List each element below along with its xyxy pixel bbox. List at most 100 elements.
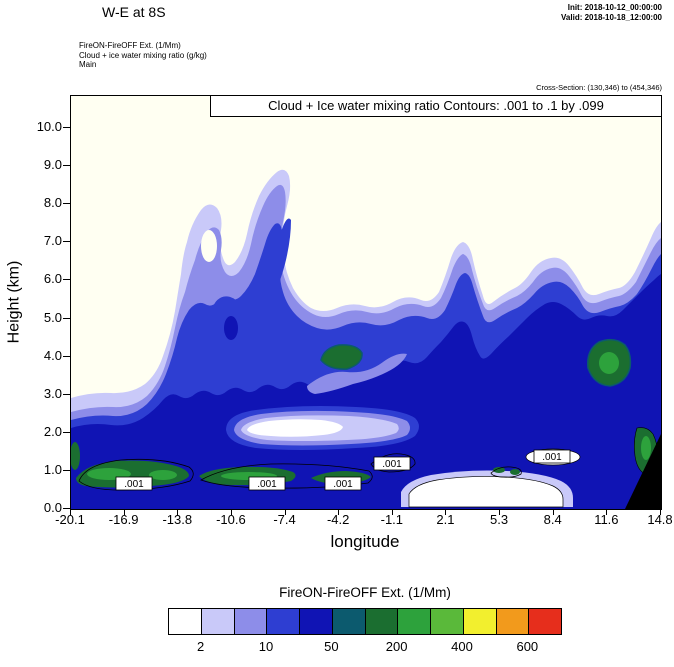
colorbar-title: FireON-FireOFF Ext. (1/Mm) [279,585,451,600]
colorbar-cell [267,609,300,634]
colorbar-tick-label: 10 [258,639,274,654]
hole-core-white [247,419,343,437]
x-tick-label: -16.9 [108,512,139,527]
field-line-1: FireON-FireOFF Ext. (1/Mm) [79,41,181,50]
x-tick-mark [338,509,340,515]
y-tick-mark [63,393,70,395]
colorbar-cell [431,609,464,634]
colorbar [168,608,562,635]
x-tick-mark [230,509,232,515]
x-tick-label: -13.8 [162,512,193,527]
contour-label-text: .001 [333,479,353,490]
x-tick-label: -7.4 [273,512,296,527]
contour-plot-canvas: .001 .001 .001 .001 .001 [71,96,661,509]
x-axis-title: longitude [330,532,400,551]
y-tick-label: 10.0 [36,119,62,134]
green-blob-midlevel [320,344,363,370]
green-strip-a [76,460,189,488]
y-tick-label: 4.0 [43,347,62,363]
contour-label-text: .001 [542,452,562,463]
cloud-contour-4 [490,466,522,478]
colorbar-tick-label: 2 [197,639,205,654]
green-core-right [599,352,619,374]
periwinkle-ribbon [307,353,407,394]
page-title: W-E at 8S [102,4,166,20]
colorbar-tick-label: 600 [516,639,539,654]
y-tick-label: 8.0 [43,195,62,211]
x-tick-label: 8.4 [543,512,562,527]
x-tick-mark [445,509,447,515]
green-edge-left [71,442,80,470]
init-time: Init: 2018-10-12_00:00:00 [567,3,662,12]
y-tick-mark [63,203,70,205]
field-line-3: Main [79,60,97,69]
x-tick-mark [70,509,71,515]
plume-dark-core [224,316,238,340]
x-tick-label: -4.2 [326,512,350,527]
y-tick-label: 0.0 [43,500,62,515]
contour-label-box: .001 [324,476,362,491]
green-core-a2 [149,470,177,480]
cross-section-label: Cross-Section: (130,346) to (454,346) [536,83,662,92]
colorbar-tick-label: 200 [385,639,408,654]
y-tick-label: 7.0 [43,233,62,249]
valid-time: Valid: 2018-10-18_12:00:00 [561,13,662,22]
contour-label-box: .001 [373,456,411,471]
colorbar-cell [496,609,530,634]
plot-area: .001 .001 .001 .001 .001 Cloud + Ice wat… [70,95,662,510]
green-dot-2 [510,469,520,475]
colorbar-cell [332,609,366,634]
y-tick-label: 2.0 [43,423,62,439]
colorbar-cell [201,609,235,634]
contour-label-text: .001 [124,479,144,490]
colorbar-cell [169,609,202,634]
run-times: Init: 2018-10-12_00:00:00 Valid: 2018-10… [561,3,662,23]
field-info: FireON-FireOFF Ext. (1/Mm) Cloud + ice w… [79,41,207,70]
y-tick-label: 6.0 [43,271,62,287]
x-tick-mark [606,509,608,515]
x-tick-mark [660,509,661,515]
green-dot-1 [493,467,505,473]
x-tick-mark [552,509,554,515]
terrain-wedge [625,434,661,509]
y-tick-mark [63,241,70,243]
x-tick-mark [499,509,501,515]
x-tick-label: -1.1 [380,512,404,527]
x-tick-label: -10.6 [216,512,246,527]
field-line-2: Cloud + ice water mixing ratio (g/kg) [79,50,207,60]
y-tick-mark [63,508,70,509]
y-tick-mark [63,355,70,357]
y-tick-mark [63,469,70,471]
cloud-contour-3 [370,453,416,473]
y-tick-label: 1.0 [43,461,62,477]
x-tick-label: 5.3 [490,512,509,527]
x-tick-label: -20.1 [55,512,85,527]
x-tick-mark [391,509,393,515]
y-tick-label: 9.0 [43,157,62,173]
x-tick-mark [123,509,125,515]
colorbar-cell [365,609,399,634]
x-tick-mark [284,509,286,515]
contour-label-box: .001 [533,449,571,464]
x-tick-label: 14.8 [647,512,673,527]
contour-label-text: .001 [382,459,402,470]
y-tick-mark [63,127,70,128]
y-tick-mark [63,165,70,167]
colorbar-tick-label: 50 [324,639,339,654]
y-tick-label: 5.0 [43,309,62,325]
green-core-edge [641,436,651,460]
y-tick-mark [63,431,70,433]
y-tick-label: 3.0 [43,385,62,401]
x-tick-mark [177,509,179,515]
y-tick-mark [63,279,70,281]
x-tick-label: 11.6 [594,512,619,527]
contour-label-box: .001 [248,476,286,491]
cream-notch [201,230,217,262]
colorbar-cell [529,609,561,634]
colorbar-tick-label: 400 [451,639,473,654]
colorbar-cell [463,609,497,634]
y-tick-mark [63,317,70,319]
colorbar-cell [234,609,268,634]
contour-label-text: .001 [257,479,277,490]
